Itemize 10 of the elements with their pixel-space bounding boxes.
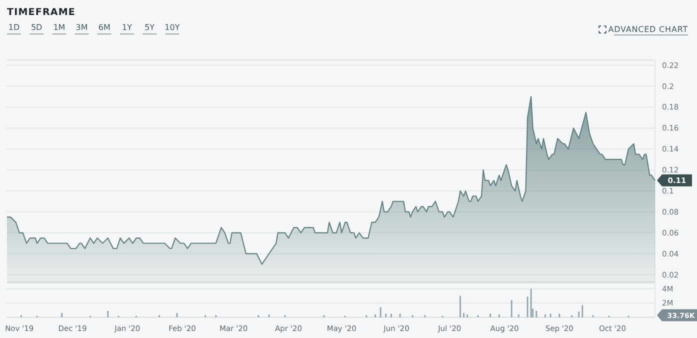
text: 3M xyxy=(76,23,88,32)
text: 10Y xyxy=(164,23,180,32)
text: ADVANCED CHART xyxy=(608,25,688,34)
text: 5D xyxy=(30,23,42,32)
text: 1Y xyxy=(122,23,132,32)
text: 5Y xyxy=(144,23,155,32)
text: 1D xyxy=(8,23,20,32)
text: 1M xyxy=(53,23,66,32)
chart-title: TIMEFRAME xyxy=(7,7,76,18)
text: 6M xyxy=(98,23,110,32)
